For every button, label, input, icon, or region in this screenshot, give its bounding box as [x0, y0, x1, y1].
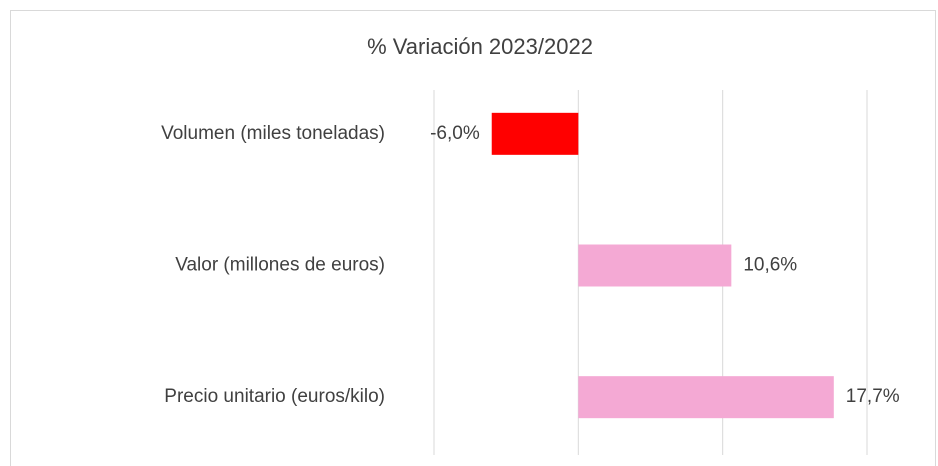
chart-title: % Variación 2023/2022: [367, 34, 593, 59]
data-label: 17,7%: [846, 386, 900, 407]
bar: [578, 244, 732, 287]
category-label: Precio unitario (euros/kilo): [164, 386, 385, 407]
bar: [578, 376, 834, 419]
data-label: 10,6%: [743, 255, 797, 276]
bar: [491, 112, 579, 155]
category-label: Valor (millones de euros): [175, 255, 385, 276]
data-label: -6,0%: [430, 123, 480, 144]
category-label: Volumen (miles toneladas): [161, 123, 385, 144]
